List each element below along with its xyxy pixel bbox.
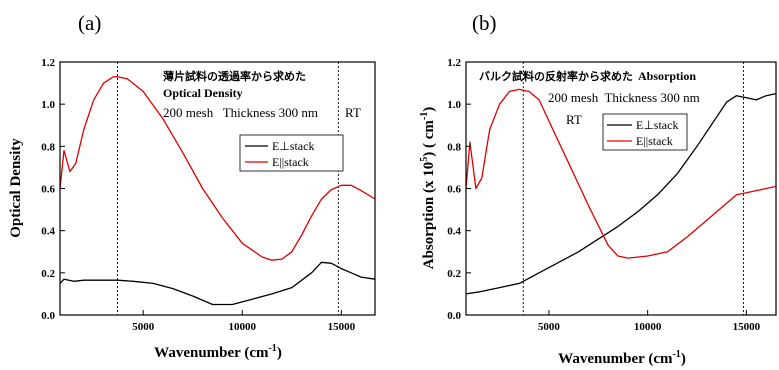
legend-a: E⊥stack E||stack [239,134,344,172]
x-axis-title-b: Wavenumber (cm-1) [558,349,686,367]
legend-box-a [239,134,344,172]
plot-area-b [465,62,777,315]
legend-label-a-para: E||stack [272,155,309,169]
annotation-rt-a: RT [345,105,361,120]
legend-label-b-para: E||stack [636,134,673,148]
y-tick-label-b: 0.8 [447,141,461,153]
x-axis-title-b-main: Wavenumber (cm [558,351,673,367]
y-tick-label-a: 0.4 [41,226,55,238]
legend-box-b [602,113,688,151]
annotation-sample-b: 200 mesh Thickness 300 nm [548,90,700,105]
x-tick-label-a: 10000 [229,321,257,333]
y-axis-title-b-main: Absorption (x 10 [421,162,437,270]
chart-panel-a: 0.0 0.2 0.4 0.6 0.8 1.0 1.2 5000 10000 15000 薄片試料… [8,57,376,361]
y-tick-label-b: 1.2 [447,57,461,69]
axis-ticks-b: 0.0 0.2 0.4 0.6 0.8 1.0 1.2 5000 10000 15000 [447,57,760,333]
x-tick-label-b: 10000 [634,321,662,333]
series-line-a-para [59,76,376,261]
y-tick-label-b: 0.6 [447,184,461,196]
y-tick-label-a: 0.0 [41,310,55,322]
y-tick-label-b: 0.0 [447,310,461,322]
y-tick-label-b: 0.2 [447,268,461,280]
legend-label-b-perp: E⊥stack [636,118,678,132]
annotation-rt-b: RT [566,112,582,127]
x-tick-label-b: 5000 [538,321,561,333]
annotation-title-a: 薄片試料の透過率から求めた [163,69,306,83]
x-axis-title-b-sup: -1 [672,349,680,360]
x-tick-label-a: 5000 [132,321,155,333]
x-axis-title-b-tail: ) [681,351,686,367]
axis-ticks-a: 0.0 0.2 0.4 0.6 0.8 1.0 1.2 5000 10000 15000 [41,57,355,333]
legend-b: E⊥stack E||stack [602,113,688,151]
series-line-b-para [465,88,777,259]
x-axis-title-a-tail: ) [277,345,282,361]
y-tick-label-a: 0.8 [41,141,55,153]
annotation-title-b-jp: バルク試料の反射率から求めた [479,69,633,83]
y-tick-label-b: 0.4 [447,226,461,238]
y-tick-label-b: 1.0 [447,99,461,111]
chart-panel-b: 0.0 0.2 0.4 0.6 0.8 1.0 1.2 5000 10000 15000 バルク試… [419,57,777,367]
panel-b-label: (b) [472,11,497,35]
y-tick-label-a: 1.2 [41,57,55,69]
series-line-b-perp [465,92,777,295]
series-line-a-perp [59,261,376,306]
annotation-sample-a: 200 mesh Thickness 300 nm [163,105,318,120]
x-axis-title-a-sup: -1 [268,343,276,354]
y-axis-title-b-sup: 5 [419,157,430,162]
annotation-subtitle-a: Optical Density [163,86,243,100]
annotation-title-b: バルク試料の反射率から求めた Absorption [479,69,696,83]
y-axis-title-b-mid: ) ( cm [421,120,437,157]
y-axis-title-b-sup2: -1 [419,112,430,120]
x-axis-title-a-main: Wavenumber (cm [154,345,269,361]
x-tick-label-b: 15000 [733,321,761,333]
x-axis-title-a: Wavenumber (cm-1) [154,343,282,361]
y-axis-title-b-tail: ) [421,107,437,112]
plot-area-a [59,62,376,315]
legend-label-a-perp: E⊥stack [272,139,314,153]
x-tick-label-a: 15000 [328,321,356,333]
y-axis-title-a: Optical Density [8,138,24,238]
y-tick-label-a: 0.6 [41,184,55,196]
y-tick-label-a: 0.2 [41,268,55,280]
panel-a-label: (a) [78,11,101,35]
y-axis-title-b: Absorption (x 105) ( cm-1) [419,107,437,270]
y-tick-label-a: 1.0 [41,99,55,111]
annotation-subtitle-b: Absorption [638,69,696,83]
